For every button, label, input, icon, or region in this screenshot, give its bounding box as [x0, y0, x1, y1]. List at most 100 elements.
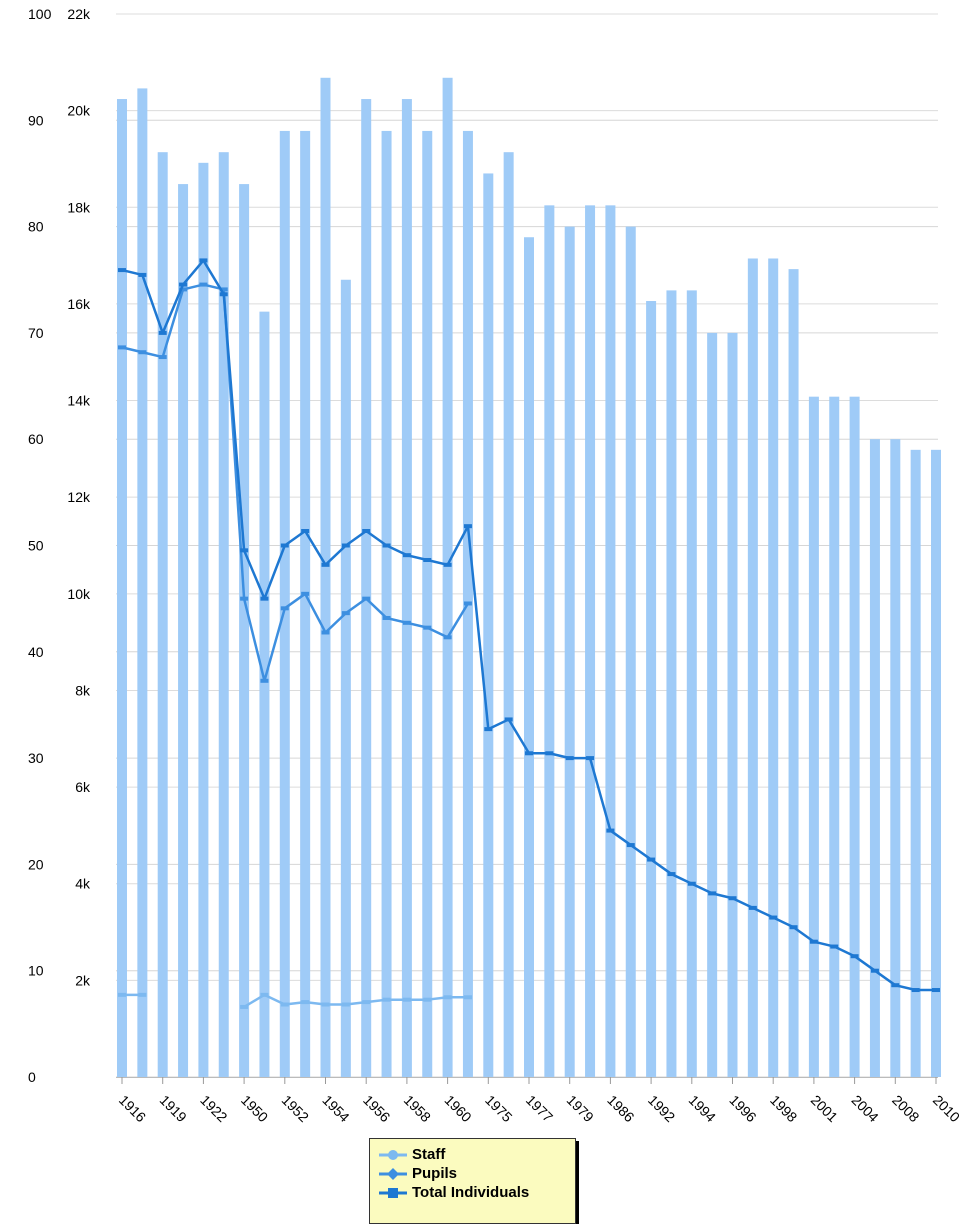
series-point — [341, 611, 350, 616]
series-point — [626, 843, 635, 848]
x-axis-tick-label: 1922 — [197, 1092, 230, 1125]
bar — [564, 226, 575, 1078]
series-point — [280, 606, 289, 611]
x-axis-tick-label: 1994 — [686, 1092, 719, 1125]
right-axis-tick-label: 10k — [67, 586, 91, 602]
x-axis-tick-label: 1954 — [319, 1092, 352, 1125]
series-point — [199, 282, 208, 287]
series-point — [443, 635, 452, 640]
series-point — [158, 355, 167, 360]
left-axis-tick-label: 70 — [28, 325, 44, 341]
bar — [117, 99, 127, 1078]
bar — [544, 205, 555, 1078]
legend-item-pupils: Pupils — [378, 1164, 567, 1183]
series-point — [118, 345, 126, 350]
bar — [707, 332, 718, 1077]
legend-item-staff: Staff — [378, 1145, 567, 1164]
x-axis-tick-label: 1958 — [401, 1092, 434, 1125]
left-axis-tick-label: 0 — [28, 1069, 36, 1085]
series-point — [260, 992, 269, 997]
right-axis-tick-label: 20k — [67, 103, 91, 119]
left-axis-tick-label: 100 — [28, 6, 52, 22]
series-point — [769, 915, 778, 920]
bar — [829, 396, 840, 1077]
bar — [300, 130, 311, 1077]
series-point — [484, 727, 493, 732]
x-axis-ticks: 1916 1919 1922 1950 1952 1954 1956 1958 1960 1975… — [116, 1077, 959, 1125]
series-point — [606, 828, 615, 833]
series-point — [362, 1000, 371, 1005]
series-point — [382, 997, 391, 1002]
series-point — [402, 620, 411, 625]
left-axis-tick-label: 40 — [28, 644, 44, 660]
x-axis-tick-label: 1975 — [482, 1092, 515, 1125]
series-point — [321, 630, 330, 635]
series-point — [280, 543, 289, 548]
bar — [320, 77, 331, 1077]
bar — [422, 130, 433, 1077]
left-axis-tick-label: 30 — [28, 750, 44, 766]
x-axis-tick-label: 1986 — [604, 1092, 637, 1125]
left-axis-tick-label: 10 — [28, 963, 44, 979]
x-axis-tick-label: 1960 — [441, 1092, 474, 1125]
right-axis-tick-label: 22k — [67, 6, 91, 22]
series-point — [158, 330, 167, 335]
bar — [808, 396, 819, 1077]
right-axis-tick-label: 18k — [67, 199, 91, 215]
bar — [340, 279, 351, 1077]
series-point — [240, 1004, 249, 1009]
bar — [869, 439, 880, 1077]
series-point — [748, 905, 757, 910]
bar — [218, 152, 229, 1077]
x-axis-tick-label: 2008 — [889, 1092, 922, 1125]
series-point — [870, 968, 879, 973]
x-axis-tick-label: 1977 — [523, 1092, 556, 1125]
series-point — [423, 997, 432, 1002]
series-point — [545, 751, 554, 756]
series-point — [850, 954, 859, 959]
x-axis-tick-label: 1919 — [157, 1092, 190, 1125]
series-point — [321, 1002, 330, 1007]
series-point — [199, 258, 208, 263]
series-point — [423, 625, 432, 630]
series-point — [301, 1000, 310, 1005]
right-axis-tick-label: 4k — [75, 876, 91, 892]
series-point — [382, 615, 391, 620]
legend-square-marker-icon — [379, 1187, 407, 1198]
bar — [849, 396, 860, 1077]
left-axis-tick-label: 50 — [28, 538, 44, 554]
legend: Staff Pupils Total Individuals — [369, 1138, 576, 1224]
x-axis-tick-label: 1979 — [564, 1092, 597, 1125]
series-point — [138, 272, 147, 277]
bar — [198, 162, 209, 1077]
bar — [259, 311, 270, 1077]
bar — [768, 258, 779, 1077]
series-point — [341, 1002, 350, 1007]
series-point — [301, 591, 310, 596]
bar — [503, 152, 514, 1077]
bar — [401, 99, 412, 1078]
x-axis-tick-label: 1952 — [279, 1092, 312, 1125]
bar — [361, 99, 372, 1078]
bar — [442, 77, 453, 1077]
bar — [483, 173, 494, 1077]
right-axis-tick-label: 14k — [67, 393, 91, 409]
right-axis-tick-label: 6k — [75, 779, 91, 795]
bar — [605, 205, 616, 1078]
series-point — [321, 562, 330, 567]
series-point — [402, 553, 411, 558]
legend-label-pupils: Pupils — [412, 1165, 458, 1182]
bar — [625, 226, 636, 1078]
legend-diamond-marker-icon — [379, 1167, 407, 1180]
x-axis-tick-label: 1996 — [726, 1092, 759, 1125]
left-axis-tick-label: 20 — [28, 856, 44, 872]
bar — [524, 237, 534, 1078]
series-point — [525, 751, 533, 756]
bar — [137, 88, 148, 1077]
series-point — [423, 557, 432, 562]
bar — [585, 205, 596, 1078]
series-point — [463, 524, 472, 529]
series-point — [789, 925, 798, 930]
left-axis-ticks: 0 10 20 30 40 50 60 70 80 90 100 — [28, 6, 52, 1085]
series-point — [830, 944, 839, 949]
